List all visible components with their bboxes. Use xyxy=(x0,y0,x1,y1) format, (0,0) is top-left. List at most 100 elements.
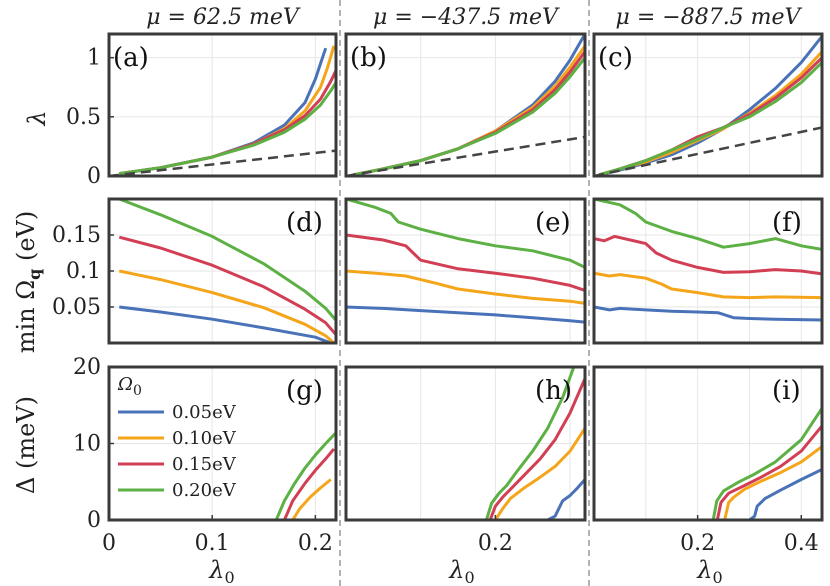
panel-a: 0 0.5 1 (a) μ = 62.5 meV xyxy=(66,5,338,189)
panel-label-e: (e) xyxy=(535,208,571,238)
x-tick-label: 0.2 xyxy=(680,531,715,556)
series-line-0.15eV xyxy=(353,50,585,176)
series-group xyxy=(346,367,585,520)
series-line-0.20eV xyxy=(598,61,822,176)
xlabel-col1-sub: 0 xyxy=(225,568,235,586)
xlabel-col1: λ0 xyxy=(208,556,234,586)
legend-title: Ω0 xyxy=(117,374,142,399)
x-tick-label: 0.1 xyxy=(195,531,230,556)
axes-frame xyxy=(592,32,824,178)
series-line-0.20eV xyxy=(353,56,585,176)
series-group xyxy=(118,199,336,343)
panel-label-a: (a) xyxy=(113,43,149,73)
series-line-0.15eV xyxy=(594,234,822,276)
ylabel-row2-sub: q xyxy=(25,269,44,280)
panel-i: 0.2 0.4 (i) xyxy=(592,365,824,556)
series-group xyxy=(346,199,585,324)
xlabel-col2-main: λ xyxy=(448,556,464,584)
axes-frame xyxy=(344,365,587,522)
panel-b: (b) μ = −437.5 meV xyxy=(344,5,587,178)
column-title-b: μ = −437.5 meV xyxy=(373,5,560,30)
series-group xyxy=(109,430,336,520)
series-line-0.20eV xyxy=(119,79,336,176)
series-line-0.20eV xyxy=(109,430,336,520)
column-title-a: μ = 62.5 meV xyxy=(146,5,301,30)
panel-label-h: (h) xyxy=(535,376,572,406)
xlabel-col3: λ0 xyxy=(696,556,722,586)
series-line-0.20eV xyxy=(346,199,585,269)
ylabel-row2-unit: (eV) xyxy=(12,211,40,269)
xlabel-col3-main: λ xyxy=(696,556,712,584)
y-tick-label: 0 xyxy=(87,164,101,189)
series-line-0.15eV xyxy=(594,424,822,520)
y-tick-label: 20 xyxy=(73,355,101,380)
xlabel-col2-sub: 0 xyxy=(465,568,475,586)
series-line-0.15eV xyxy=(346,377,585,520)
panel-label-g: (g) xyxy=(286,376,323,406)
axes-frame xyxy=(592,365,824,522)
series-group xyxy=(594,407,822,520)
y-tick-label: 10 xyxy=(73,432,101,457)
legend-label-3: 0.15eV xyxy=(172,454,237,475)
panel-c: (c) μ = −887.5 meV xyxy=(592,5,824,178)
series-line-0.10eV xyxy=(109,478,332,520)
series-group xyxy=(594,35,822,176)
series-line-0.05eV xyxy=(594,468,822,520)
series-line-0.15eV xyxy=(109,447,336,520)
series-line-0.10eV xyxy=(353,44,585,176)
panels: 0 0.5 1 (a) μ = 62.5 meV (b) μ = −437.5 meV (c)… xyxy=(52,5,824,556)
series-line-reference xyxy=(109,149,336,176)
axes-frame xyxy=(107,32,338,178)
series-line-0.05eV xyxy=(119,305,332,343)
series-line-0.20eV xyxy=(346,367,576,520)
legend-title-main: Ω xyxy=(117,374,133,395)
series-line-0.05eV xyxy=(353,34,585,176)
xlabel-col3-sub: 0 xyxy=(713,568,723,586)
series-line-0.20eV xyxy=(118,199,336,323)
legend: Ω0 0.05eV 0.10eV 0.15eV 0.20eV xyxy=(117,374,237,501)
panel-label-d: (d) xyxy=(286,208,323,238)
y-tick-label: 0.5 xyxy=(66,105,101,130)
series-line-0.10eV xyxy=(346,427,585,520)
xlabel-col2: λ0 xyxy=(448,556,474,586)
legend-label-2: 0.10eV xyxy=(172,428,237,449)
x-tick-label: 0 xyxy=(102,531,116,556)
y-tick-label: 0.05 xyxy=(52,295,101,320)
panel-label-b: (b) xyxy=(350,43,387,73)
series-line-0.10eV xyxy=(118,269,335,343)
legend-label-1: 0.05eV xyxy=(172,402,237,423)
legend-label-4: 0.20eV xyxy=(172,480,237,501)
axes-frame xyxy=(344,32,587,178)
series-line-0.20eV xyxy=(594,199,822,251)
ylabel-row3: Δ (meV) xyxy=(12,396,40,494)
column-title-c: μ = −887.5 meV xyxy=(616,5,803,30)
series-line-0.10eV xyxy=(594,445,822,520)
series-line-0.05eV xyxy=(594,305,822,322)
series-line-0.20eV xyxy=(594,407,822,520)
panel-label-c: (c) xyxy=(598,43,633,73)
series-group xyxy=(109,45,336,176)
ylabel-row2: min Ωq (eV) xyxy=(12,211,44,354)
series-line-reference xyxy=(594,126,822,176)
panel-f: (f) xyxy=(592,197,824,345)
series-line-0.10eV xyxy=(346,269,585,305)
y-tick-label: 0.1 xyxy=(66,259,101,284)
ylabel-row1: λ xyxy=(23,110,51,126)
panel-label-i: (i) xyxy=(772,376,801,406)
series-line-0.05eV xyxy=(346,478,585,520)
panel-d: 0.05 0.1 0.15 (d) xyxy=(52,197,338,345)
axes-frame xyxy=(592,197,824,345)
y-tick-label: 0 xyxy=(87,508,101,533)
series-group xyxy=(594,199,822,322)
panel-h: 0.2 (h) xyxy=(344,365,587,556)
panel-e: (e) xyxy=(344,197,587,345)
panel-label-f: (f) xyxy=(772,208,802,238)
y-tick-label: 1 xyxy=(87,46,101,71)
series-line-0.10eV xyxy=(594,271,822,300)
series-line-0.15eV xyxy=(118,235,336,338)
panel-g: 0 10 20 0 0.1 0.2 (g) xyxy=(73,355,338,556)
axes-frame xyxy=(344,197,587,345)
series-group xyxy=(346,34,585,176)
legend-title-sub: 0 xyxy=(133,383,142,399)
